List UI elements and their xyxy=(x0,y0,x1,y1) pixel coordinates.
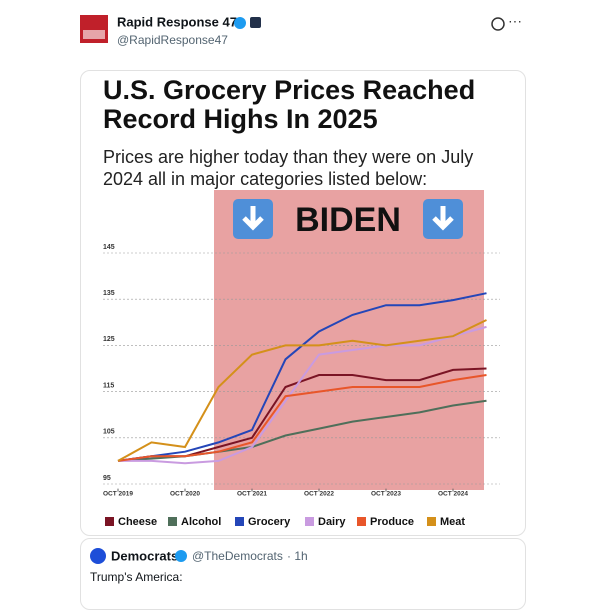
legend-label: Alcohol xyxy=(181,516,221,528)
quote-text: Trump's America: xyxy=(90,570,183,584)
line xyxy=(117,319,487,462)
y-tick-label: 125 xyxy=(103,336,115,343)
chart-title: U.S. Grocery Prices Reached Record Highs… xyxy=(103,75,476,134)
x-tick-label: OCT 2024 xyxy=(438,491,468,498)
y-tick-label: 105 xyxy=(103,429,115,436)
annotation: BIDEN xyxy=(295,201,401,239)
legend-swatch xyxy=(357,517,366,526)
media-card xyxy=(80,70,526,536)
y-tick-label: 95 xyxy=(103,475,111,482)
affiliate-badge xyxy=(250,17,261,28)
grok-icon[interactable] xyxy=(491,17,505,31)
quote-name[interactable]: Democrats xyxy=(111,548,178,563)
arrow-glyph xyxy=(432,206,454,231)
legend-label: Meat xyxy=(440,516,465,528)
line xyxy=(118,325,487,465)
more-icon[interactable]: ··· xyxy=(508,13,522,29)
legend-swatch xyxy=(427,517,436,526)
y-tick-label: 145 xyxy=(103,244,115,251)
verified-badge xyxy=(175,550,187,562)
x-tick-label: OCT 2022 xyxy=(304,491,334,498)
legend-swatch xyxy=(105,517,114,526)
legend-swatch xyxy=(168,517,177,526)
chart-subtitle: Prices are higher today than they were o… xyxy=(103,147,474,189)
legend-label: Dairy xyxy=(318,516,346,528)
x-tick-label: OCT 2023 xyxy=(371,491,401,498)
x-tick-label: OCT 2021 xyxy=(237,491,267,498)
x-tick-label: OCT 2019 xyxy=(103,491,133,498)
y-tick-label: 115 xyxy=(103,382,114,389)
legend-label: Produce xyxy=(370,516,414,528)
y-tick-label: 135 xyxy=(103,290,115,297)
author-handle[interactable]: @RapidResponse47 xyxy=(117,33,228,47)
quote-handle[interactable]: @TheDemocrats xyxy=(192,549,283,563)
arrow-glyph xyxy=(242,206,264,231)
quote-avatar[interactable] xyxy=(90,548,106,564)
line xyxy=(117,374,487,462)
x-tick-label: OCT 2020 xyxy=(170,491,200,498)
legend-label: Grocery xyxy=(248,516,291,528)
legend-swatch xyxy=(305,517,314,526)
legend-label: Cheese xyxy=(118,516,157,528)
avatar-art xyxy=(83,30,105,39)
author-name[interactable]: Rapid Response 47 xyxy=(117,14,237,29)
quote-time: · 1h xyxy=(287,549,308,563)
verified-badge xyxy=(234,17,246,29)
legend-swatch xyxy=(235,517,244,526)
